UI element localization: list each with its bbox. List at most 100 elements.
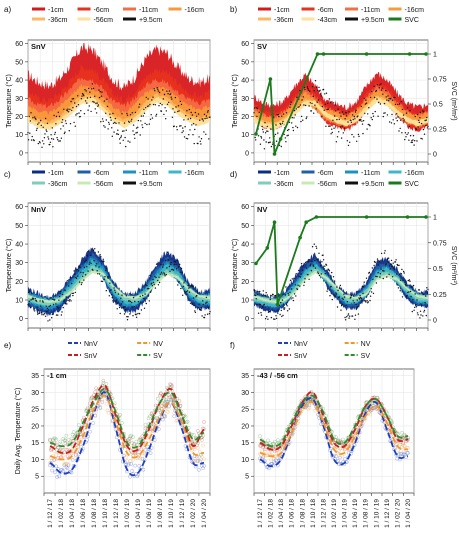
air-temp-point bbox=[310, 263, 312, 265]
daily-point bbox=[163, 401, 167, 405]
air-temp-point bbox=[134, 137, 136, 139]
legend: -1cm -6cm -11cm -16cm -36cm -43cm +9.5cm SVC bbox=[258, 7, 424, 24]
series-band-m56cm bbox=[254, 270, 428, 304]
air-temp-point bbox=[66, 280, 69, 282]
air-temp-point bbox=[264, 122, 266, 124]
air-temp-point bbox=[189, 286, 191, 288]
plot-frame bbox=[253, 202, 429, 329]
air-temp-point bbox=[404, 132, 407, 134]
air-temp-point bbox=[99, 254, 101, 256]
air-temp-point bbox=[103, 278, 106, 280]
air-temp-point bbox=[103, 100, 106, 102]
air-temp-point bbox=[303, 284, 305, 287]
daily-point bbox=[278, 444, 283, 449]
daily-point bbox=[159, 392, 163, 396]
panel-d: d) -1cm -6cm -11cm -16cm -36cm -56cm +9.5cm SVC 0… bbox=[230, 170, 457, 331]
air-temp-point bbox=[207, 110, 209, 112]
y-tick-label: 60 bbox=[15, 204, 23, 211]
air-temp-point bbox=[199, 140, 201, 142]
air-temp-point bbox=[157, 90, 160, 92]
air-temp-point bbox=[74, 273, 76, 275]
x-tick-label: 1 / 08 / 18 bbox=[299, 499, 306, 528]
air-temp-point bbox=[47, 136, 49, 138]
air-temp-point bbox=[393, 267, 395, 269]
panel-c: c) -1cm -6cm -11cm -16cm -36cm -56cm +9.5cm 0 10 2… bbox=[4, 170, 211, 331]
air-temp-point bbox=[271, 295, 273, 297]
air-temp-point bbox=[137, 126, 139, 128]
air-temp-point bbox=[254, 136, 256, 139]
air-temp-point bbox=[131, 112, 133, 114]
series-line-SV bbox=[259, 394, 409, 448]
air-temp-point bbox=[260, 135, 262, 138]
daily-point bbox=[159, 391, 163, 395]
x-tick-label: 1 / 10 / 18 bbox=[102, 499, 109, 528]
svc-point bbox=[275, 302, 280, 307]
air-temp-point bbox=[151, 282, 153, 284]
y-tick-label: 25 bbox=[31, 407, 39, 414]
air-temp-point bbox=[364, 103, 367, 105]
y-tick-label: 15 bbox=[241, 440, 249, 447]
air-temp-point bbox=[423, 111, 425, 113]
air-temp-point bbox=[346, 115, 348, 117]
air-temp-point bbox=[181, 131, 183, 134]
air-temp-point bbox=[295, 273, 297, 275]
daily-point bbox=[336, 459, 340, 463]
air-temp-point bbox=[405, 112, 408, 114]
air-temp-point bbox=[280, 145, 282, 148]
air-temp-point bbox=[317, 271, 319, 273]
air-temp-point bbox=[80, 110, 82, 112]
air-temp-point bbox=[148, 300, 150, 302]
air-temp-point bbox=[280, 309, 282, 312]
x-tick-label: 1 / 10 / 18 bbox=[310, 499, 317, 528]
air-temp-point bbox=[131, 306, 133, 308]
air-temp-point bbox=[140, 120, 142, 122]
air-temp-point bbox=[136, 313, 138, 315]
air-temp-point bbox=[294, 284, 296, 286]
air-temp-point bbox=[78, 266, 80, 268]
air-temp-point bbox=[165, 118, 167, 120]
air-temp-point bbox=[128, 121, 130, 124]
air-temp-point bbox=[386, 99, 388, 101]
air-temp-point bbox=[112, 122, 115, 125]
air-temp-point bbox=[104, 126, 106, 128]
air-temp-point bbox=[158, 105, 160, 107]
air-temp-point bbox=[162, 89, 164, 91]
air-temp-point bbox=[28, 115, 30, 118]
air-temp-point bbox=[112, 301, 115, 303]
air-temp-point bbox=[331, 298, 333, 301]
air-temp-point bbox=[383, 270, 385, 272]
air-temp-point bbox=[409, 280, 411, 282]
air-temp-point bbox=[125, 129, 128, 131]
air-temp-point bbox=[417, 126, 419, 128]
air-temp-point bbox=[364, 112, 366, 115]
y2-tick-label: 1 bbox=[433, 52, 437, 59]
x-tick-label: 1 / 04 / 18 bbox=[69, 499, 76, 528]
daily-point bbox=[101, 379, 106, 383]
air-temp-point bbox=[254, 290, 256, 292]
air-temp-point bbox=[38, 312, 41, 314]
air-temp-point bbox=[100, 95, 103, 97]
air-temp-point bbox=[132, 124, 135, 126]
air-temp-point bbox=[152, 96, 154, 98]
air-temp-point bbox=[422, 315, 424, 317]
svc-point bbox=[314, 215, 319, 219]
daily-point bbox=[272, 439, 277, 444]
air-temp-point bbox=[171, 116, 174, 119]
air-temp-point bbox=[375, 89, 378, 92]
air-temp-point bbox=[334, 104, 336, 106]
air-temp-point bbox=[198, 136, 200, 138]
air-temp-point bbox=[390, 259, 393, 262]
daily-point bbox=[127, 436, 131, 441]
air-temp-point bbox=[146, 105, 149, 108]
air-temp-point bbox=[346, 140, 349, 142]
air-temp-point bbox=[302, 269, 304, 271]
daily-point bbox=[393, 446, 398, 450]
air-temp-point bbox=[264, 294, 266, 297]
air-temp-point bbox=[329, 101, 332, 104]
air-temp-point bbox=[289, 291, 291, 294]
air-temp-point bbox=[58, 299, 60, 301]
air-temp-point bbox=[61, 311, 63, 313]
daily-point bbox=[128, 459, 132, 464]
air-temp-point bbox=[97, 104, 100, 106]
air-temp-point bbox=[299, 89, 301, 92]
